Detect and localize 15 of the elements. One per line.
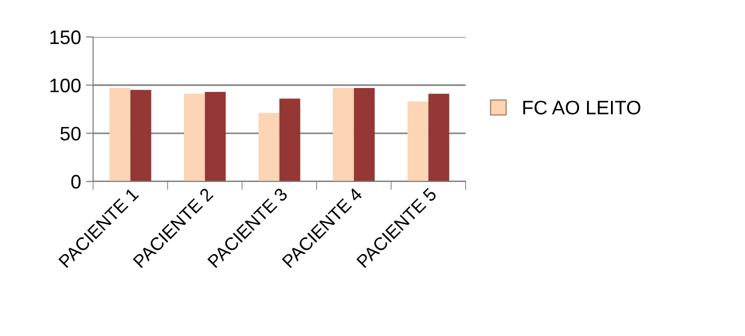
y-tick-label: 0	[71, 174, 81, 189]
bar	[408, 101, 428, 182]
bar	[184, 94, 205, 182]
bar	[130, 90, 152, 182]
legend-label: FC AO LEITO	[523, 100, 640, 114]
bar	[204, 92, 226, 182]
bar	[258, 113, 280, 182]
bar	[428, 94, 450, 182]
bar	[110, 88, 130, 182]
bar	[333, 88, 354, 182]
bar	[279, 98, 300, 182]
y-tick-label: 100	[50, 78, 81, 92]
bar	[354, 88, 375, 182]
y-tick-label: 50	[60, 126, 81, 141]
y-tick-label: 150	[50, 30, 81, 44]
